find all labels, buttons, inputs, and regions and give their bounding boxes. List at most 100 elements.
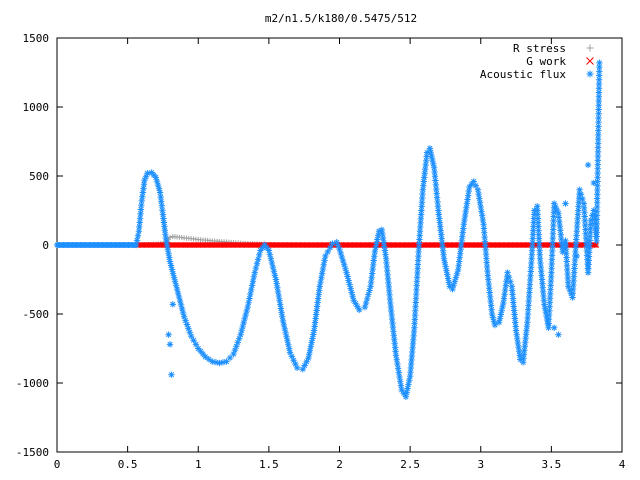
star-marker [573,223,581,231]
star-marker [510,307,518,314]
star-marker [545,316,553,323]
star-marker [593,207,601,215]
star-marker [321,257,328,264]
star-marker [488,310,496,318]
star-marker [594,165,601,173]
star-marker [430,160,437,168]
star-marker [398,386,405,394]
star-marker [313,303,321,310]
star-marker [459,233,466,240]
star-marker [136,214,144,222]
star-marker [548,269,555,276]
star-marker [486,289,493,296]
star-marker [497,311,505,318]
star-marker [310,327,318,334]
star-marker [550,213,557,220]
star-marker [305,354,312,362]
star-marker [277,305,285,312]
star-marker [394,360,401,368]
star-marker [549,230,557,237]
star-marker [142,173,150,180]
star-marker [432,177,439,184]
star-marker [370,261,377,269]
star-marker [308,339,315,346]
star-marker [563,258,570,265]
star-marker [547,282,554,289]
star-marker [409,348,416,356]
star-marker [253,260,261,267]
star-marker [440,251,447,258]
y-tick-label: -1000 [16,377,49,390]
star-marker [573,252,580,260]
star-marker [560,245,567,252]
star-marker [177,301,185,309]
star-marker [165,331,172,338]
star-marker [522,339,529,346]
star-marker [580,204,588,212]
star-marker [409,340,417,348]
star-marker [283,333,290,340]
star-marker [485,276,492,283]
star-marker [137,206,145,213]
y-tick-label: 500 [29,170,49,183]
star-marker [508,283,516,290]
star-marker [586,233,594,240]
star-marker [318,270,326,277]
star-marker [487,302,495,309]
star-marker [386,291,393,299]
star-marker [573,236,580,243]
star-marker [571,261,578,268]
star-marker [486,285,493,292]
star-marker [373,240,380,247]
star-marker [530,223,537,230]
star-marker [366,287,373,294]
legend-label: G work [526,55,566,68]
star-marker [585,261,592,268]
star-marker [171,278,179,285]
star-marker [421,165,429,173]
plus-marker [586,44,594,52]
star-marker [535,223,542,230]
star-marker [553,206,561,214]
star-marker [535,231,542,238]
star-marker [306,347,314,354]
star-marker [407,360,415,368]
y-tick-label: 0 [42,239,49,252]
star-marker [594,152,602,160]
star-marker [595,85,603,92]
star-marker [476,199,484,206]
star-marker [379,234,387,242]
star-marker [593,224,600,232]
star-marker [482,250,490,258]
star-marker [596,59,603,67]
star-marker [593,220,601,228]
star-marker [136,223,143,231]
star-marker [348,289,355,296]
star-marker [563,250,570,257]
star-marker [458,241,465,249]
star-marker [550,217,557,225]
star-marker [509,287,516,294]
star-marker [375,232,382,239]
star-marker [483,259,490,266]
star-marker [583,252,591,259]
y-tick-label: -1500 [16,446,49,459]
star-marker [156,189,164,196]
star-marker [548,252,556,259]
star-marker [540,292,547,300]
star-marker [212,359,220,366]
star-marker [562,237,569,245]
star-marker [528,247,536,254]
star-marker [226,354,234,362]
star-marker [155,185,163,192]
star-marker [491,321,499,329]
star-marker [385,279,392,287]
star-marker [413,278,421,285]
star-marker [319,265,327,273]
star-marker [594,148,602,156]
star-marker [416,232,423,239]
star-marker [593,229,600,236]
star-marker [261,241,268,249]
star-marker [594,195,601,202]
star-marker [407,368,414,376]
